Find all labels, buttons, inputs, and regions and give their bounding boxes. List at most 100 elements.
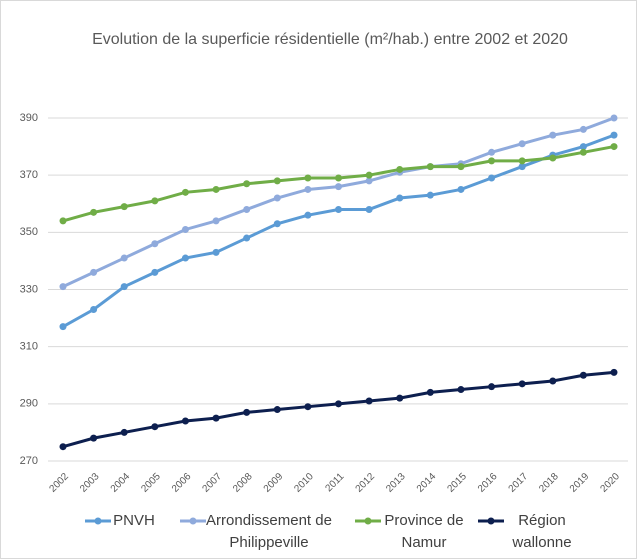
point [243, 408, 251, 416]
point [579, 371, 587, 379]
point [151, 423, 159, 431]
point [396, 165, 404, 173]
x-tick-label: 2009 [262, 471, 286, 495]
point [335, 400, 342, 408]
point [457, 185, 465, 193]
point [59, 443, 67, 451]
point [335, 205, 342, 213]
point [518, 163, 526, 171]
y-tick-label: 390 [20, 112, 38, 124]
point [549, 154, 557, 162]
point [181, 254, 189, 262]
point [610, 114, 618, 122]
legend-label: Arrondissement de Philippeville [206, 512, 332, 551]
point [90, 268, 98, 276]
x-tick-label: 2014 [415, 471, 439, 495]
point [488, 157, 496, 165]
point [396, 194, 404, 202]
point [304, 185, 312, 193]
y-tick-label: 370 [20, 169, 38, 181]
x-tick-label: 2004 [109, 471, 133, 495]
point [518, 380, 526, 388]
x-tick-label: 2005 [139, 471, 163, 495]
x-tick-label: 2007 [201, 471, 225, 495]
point [365, 205, 373, 213]
x-tick-label: 2008 [231, 471, 255, 495]
point [243, 205, 251, 213]
x-tick-label: 2019 [568, 471, 592, 495]
point [457, 386, 465, 394]
x-tick-label: 2016 [476, 471, 500, 495]
point [212, 185, 220, 193]
point [518, 157, 526, 165]
point [181, 188, 189, 196]
legend-label: Province de Namur [384, 512, 464, 551]
chart-title: Evolution de la superficie résidentielle… [92, 31, 568, 48]
point [426, 191, 434, 199]
x-tick-label: 2006 [170, 471, 194, 495]
x-tick-label: 2013 [384, 471, 408, 495]
point [212, 414, 220, 422]
point [181, 417, 189, 425]
x-tick-label: 2020 [598, 471, 622, 495]
point [365, 397, 373, 405]
x-tick-label: 2002 [47, 471, 71, 495]
point [304, 403, 312, 411]
point [365, 177, 373, 185]
x-tick-label: 2011 [323, 471, 346, 494]
point [90, 208, 98, 216]
point [59, 283, 67, 291]
point [120, 283, 128, 291]
legend-marker [189, 517, 197, 525]
point [151, 268, 159, 276]
point [181, 225, 189, 233]
point [579, 148, 587, 156]
point [426, 163, 434, 171]
point [549, 377, 557, 385]
point [90, 434, 98, 442]
series-line [62, 133, 615, 328]
x-tick-label: 2010 [292, 471, 316, 495]
point [212, 217, 220, 225]
y-tick-label: 270 [20, 455, 38, 467]
point [426, 388, 434, 396]
y-tick-label: 290 [20, 398, 38, 410]
point [59, 217, 67, 225]
point [335, 183, 342, 191]
point [610, 368, 618, 376]
point [579, 143, 587, 151]
legend-marker [364, 517, 372, 525]
series-line [62, 370, 615, 449]
point [273, 177, 281, 185]
point [151, 240, 159, 248]
x-tick-label: 2015 [445, 471, 469, 495]
y-tick-label: 350 [20, 226, 38, 238]
point [120, 254, 128, 262]
point [243, 234, 251, 242]
legend-marker [487, 517, 495, 525]
x-tick-label: 2012 [354, 471, 378, 495]
point [549, 131, 557, 139]
y-tick-label: 310 [20, 341, 38, 353]
legend-label: Région wallonne [512, 512, 572, 551]
point [273, 406, 281, 414]
point [273, 220, 281, 228]
point [488, 148, 496, 156]
point [273, 194, 281, 202]
point [151, 197, 159, 205]
point [120, 428, 128, 436]
point [335, 174, 342, 182]
legend-marker [94, 517, 102, 525]
x-tick-label: 2018 [537, 471, 561, 495]
point [518, 140, 526, 148]
y-tick-label: 330 [20, 283, 38, 295]
point [396, 394, 404, 402]
legend-label: PNVH [113, 512, 155, 529]
point [610, 143, 618, 151]
point [488, 383, 496, 391]
point [120, 203, 128, 211]
x-tick-label: 2017 [507, 471, 531, 495]
point [304, 211, 312, 219]
